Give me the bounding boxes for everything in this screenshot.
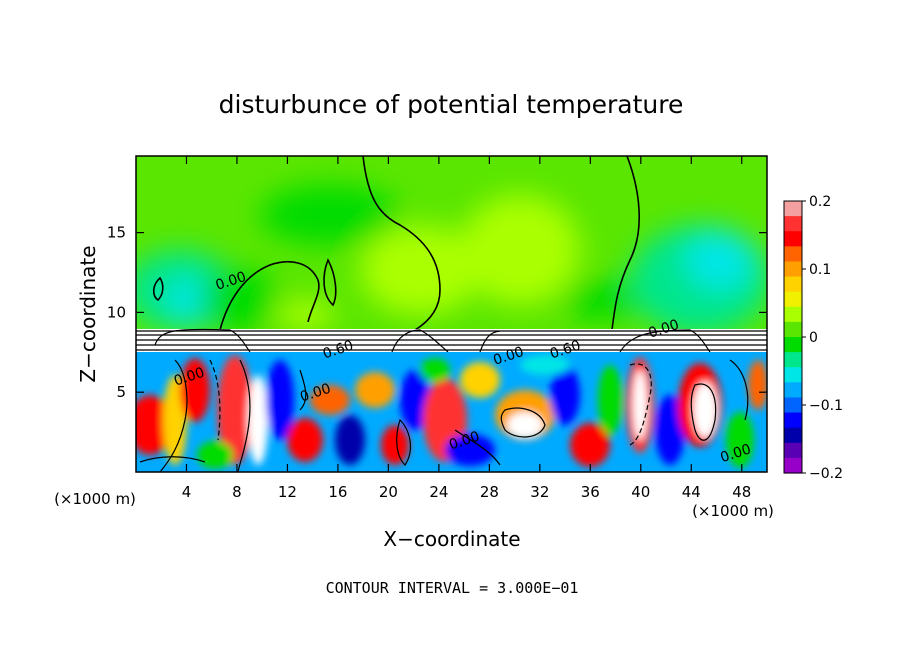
zero-contour-upper: [152, 276, 164, 302]
colorbar-tick-label: 0: [809, 330, 818, 346]
colorbar-cell: [784, 382, 802, 399]
y-axis: 5 10 15: [107, 224, 767, 401]
colorbar-cell: [784, 321, 802, 338]
plot-frame: [135, 155, 768, 473]
field-patch: [275, 300, 335, 330]
x-tick-label: 28: [480, 483, 499, 501]
colorbar-cell: [784, 337, 802, 353]
field-patch: [748, 360, 767, 410]
y-axis-label: Z−coordinate: [76, 245, 100, 382]
colorbar-cell: [784, 457, 802, 474]
y-tick-label: 15: [107, 224, 126, 242]
colorbar-tick-label: −0.1: [809, 398, 843, 414]
interface-band: [136, 329, 767, 353]
field-patch: [335, 415, 365, 465]
colorbar-cell: [784, 276, 802, 293]
x-axis-label: X−coordinate: [383, 527, 520, 551]
field-patch: [565, 280, 635, 320]
x-axis: 4 8 12 16 20 24 28 32 36 40 44 48: [182, 156, 751, 501]
field-patch: [310, 385, 350, 415]
colorbar-cell: [784, 291, 802, 308]
x-unit-label-right: (×1000 m): [692, 502, 774, 520]
field-patch: [136, 395, 172, 455]
colorbar-cell: [784, 397, 802, 414]
colorbar-cell: [784, 427, 802, 444]
field-patch: [266, 360, 294, 440]
field-patch: [360, 225, 480, 315]
chart-title: disturbunce of potential temperature: [219, 90, 684, 119]
colorbar-cell: [784, 442, 802, 459]
x-tick-label: 36: [581, 483, 600, 501]
field-patch: [550, 365, 580, 425]
x-tick-label: 16: [328, 483, 347, 501]
upper-field: [136, 156, 767, 331]
field-patch: [445, 434, 495, 466]
field-patch: [693, 382, 717, 438]
x-unit-label: (×1000 m): [54, 490, 136, 508]
field-patch: [685, 230, 755, 290]
field-patch: [200, 270, 280, 330]
colorbar-cell: [784, 352, 802, 368]
field-patch: [381, 425, 409, 465]
field-patch: [726, 412, 754, 468]
colorbar-cell: [784, 261, 802, 278]
zero-contour-upper: [362, 156, 441, 331]
plot-area: 0.000.000.000.60 0.00 0.600.000.000.00: [136, 156, 767, 472]
zero-contour-upper: [323, 258, 337, 307]
field-patch: [355, 372, 395, 408]
zero-contour-upper: [219, 261, 320, 331]
field-patch: [217, 355, 253, 465]
field-patch: [460, 195, 580, 305]
colorbar-cell: [784, 306, 802, 323]
field-patch: [168, 278, 212, 322]
interface-contours: [136, 328, 767, 353]
colorbar-ticks: 0.2 0.1 0 −0.1 −0.2: [802, 194, 843, 482]
field-patch: [598, 365, 622, 435]
field-patch: [260, 185, 400, 245]
colorbar-cell: [784, 216, 802, 232]
colorbar-cells: [784, 201, 802, 474]
x-tick-label: 24: [429, 483, 448, 501]
field-patch: [655, 395, 685, 465]
zero-contour-upper: [611, 156, 640, 331]
field-patch: [420, 358, 450, 382]
field-patch: [400, 370, 430, 430]
field-patch: [460, 362, 500, 398]
colorbar-cell: [784, 246, 802, 263]
x-tick-label: 12: [278, 483, 297, 501]
colorbar-cell: [784, 412, 802, 429]
field-patch: [248, 375, 268, 465]
x-tick-label: 8: [232, 483, 242, 501]
y-tick-label: 10: [107, 303, 126, 321]
field-patch: [570, 423, 610, 467]
field-patch: [507, 412, 543, 438]
y-tick-label: 5: [116, 383, 126, 401]
colorbar-tick-label: −0.2: [809, 466, 843, 482]
colorbar-tick-label: 0.2: [809, 194, 831, 210]
field-patch: [520, 355, 570, 375]
x-tick-label: 44: [682, 483, 701, 501]
x-tick-label: 20: [379, 483, 398, 501]
field-patch: [197, 441, 233, 469]
colorbar-tick-label: 0.1: [809, 262, 831, 278]
contour-interval-note: CONTOUR INTERVAL = 3.000E−01: [326, 579, 579, 597]
field-patch: [287, 418, 323, 462]
colorbar-cell: [784, 367, 802, 383]
x-tick-label: 32: [530, 483, 549, 501]
colorbar: 0.2 0.1 0 −0.1 −0.2: [783, 194, 843, 482]
field-patch: [180, 358, 210, 422]
x-tick-label: 40: [631, 483, 650, 501]
colorbar-cell: [784, 201, 802, 217]
x-tick-label: 4: [182, 483, 192, 501]
lower-contours: [139, 359, 749, 472]
field-patch: [633, 370, 647, 440]
lower-field: [136, 352, 767, 472]
x-tick-label: 48: [732, 483, 751, 501]
colorbar-cell: [784, 231, 802, 247]
